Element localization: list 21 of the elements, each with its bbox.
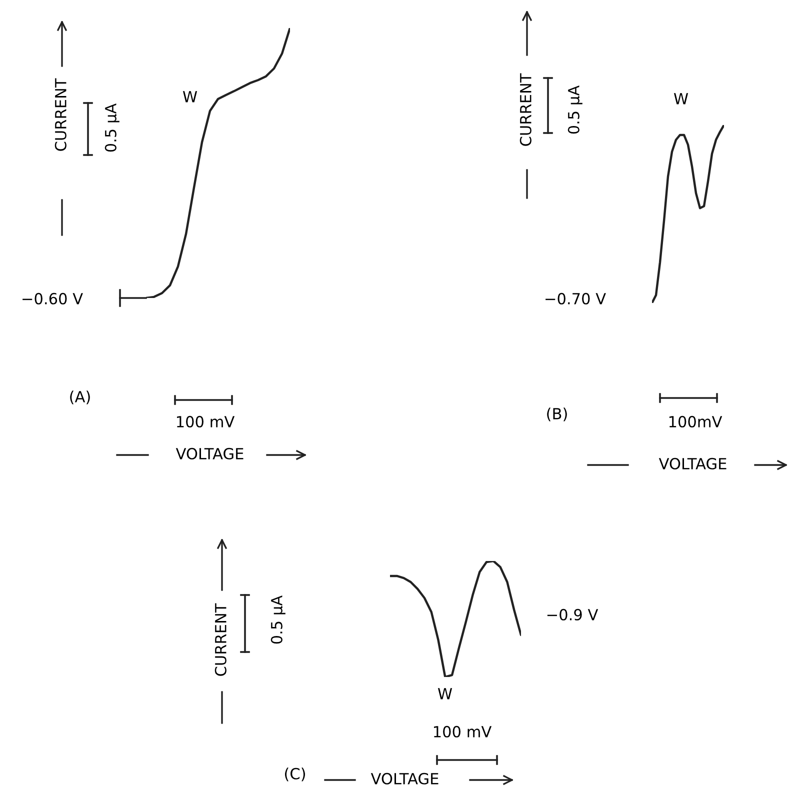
text: 0.5 μA xyxy=(568,85,582,134)
text: −0.70 V xyxy=(546,292,606,304)
y-axis-title: CURRENT xyxy=(520,73,532,146)
text: (B) xyxy=(547,408,567,422)
text: −0.60 V xyxy=(22,292,83,304)
y-axis-title: CURRENT xyxy=(214,603,226,676)
text: 100 mV xyxy=(434,726,492,738)
x-axis-title: VOLTAGE xyxy=(658,458,726,470)
x-axis-title: VOLTAGE xyxy=(176,448,244,460)
text: 100 mV xyxy=(177,416,235,428)
text: W xyxy=(674,93,688,104)
text: 0.5 μA xyxy=(270,595,286,644)
annotation: W xyxy=(182,91,198,102)
text: W xyxy=(438,688,452,700)
text: 100mV xyxy=(669,416,722,428)
text: −0.9 V xyxy=(547,608,598,620)
text: (C) xyxy=(285,768,305,782)
text: 0.5 μA xyxy=(104,103,120,152)
y-axis-title: CURRENT xyxy=(54,78,66,151)
text: (A) xyxy=(70,390,90,404)
x-axis-title: VOLTAGE xyxy=(370,772,438,784)
